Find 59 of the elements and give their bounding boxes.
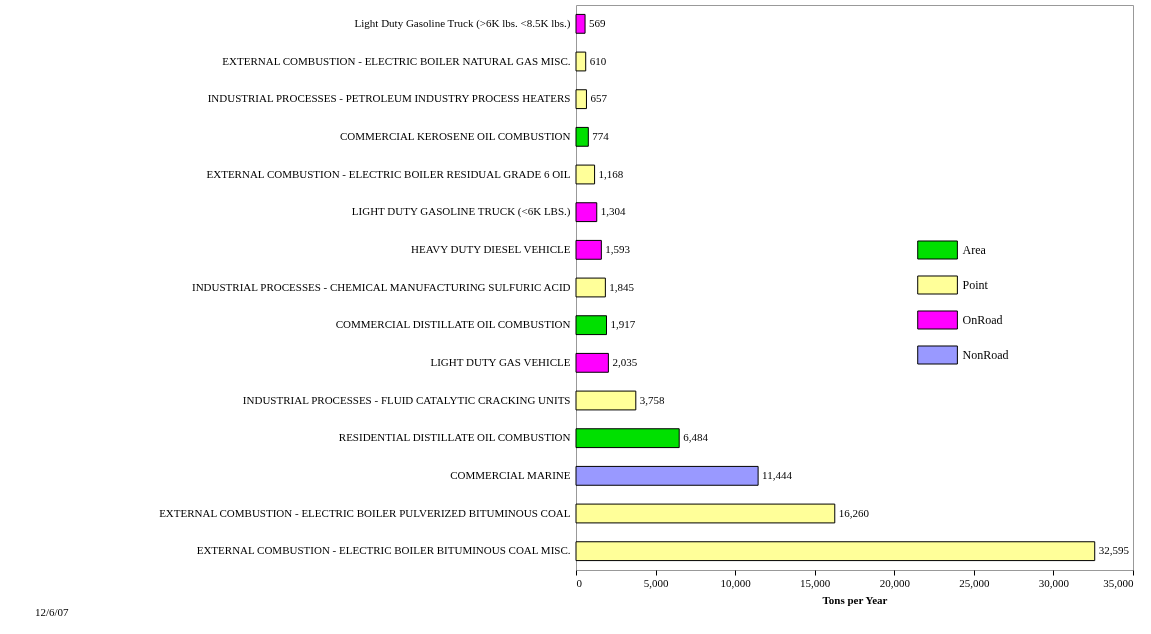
data-label: 1,845 [609,280,635,293]
bar [575,315,608,336]
data-label: 3,758 [639,393,666,406]
legend-label: OnRoad [962,313,1003,327]
bar [575,13,586,34]
text: 12/6/07 [35,606,69,618]
y-tick-label: RESIDENTIAL DISTILLATE OIL COMBUSTION [338,431,571,444]
y-tick-label: EXTERNAL COMBUSTION - ELECTRIC BOILER RESIDUAL GRADE 6 OIL [206,167,571,180]
bar [575,277,606,298]
x-tick-label: 10,000 [720,576,752,589]
y-tick-label: EXTERNAL COMBUSTION - ELECTRIC BOILER BITUMINOUS COAL MISC. [196,544,571,557]
data-label: 1,593 [605,242,631,255]
y-tick-label: INDUSTRIAL PROCESSES - CHEMICAL MANUFACTURING SULFURIC ACID [191,280,571,293]
bar [575,465,759,486]
x-tick-label: 0 [576,576,583,589]
data-label: 569 [589,16,607,29]
data-label: 657 [590,92,608,105]
bar [575,126,589,147]
x-tick-label: 15,000 [800,576,831,589]
bar [575,239,602,260]
y-tick-label: COMMERCIAL KEROSENE OIL COMBUSTION [340,129,571,142]
data-label: 1,917 [610,318,636,331]
data-label: 774 [592,129,610,142]
bar [575,428,680,449]
y-tick-label: LIGHT DUTY GAS VEHICLE [430,355,571,368]
x-tick-label: 25,000 [959,576,990,589]
legend-label: Point [962,278,989,292]
bar [575,352,609,373]
bar [575,541,1096,562]
legend-label: Area [962,243,987,257]
data-label: 610 [589,54,607,67]
x-tick-label: 30,000 [1038,576,1070,589]
x-tick-label: 35,000 [1103,576,1134,589]
data-label: 16,260 [838,506,870,519]
y-tick-label: EXTERNAL COMBUSTION - ELECTRIC BOILER PULVERIZED BITUMINOUS COAL [159,506,571,519]
y-tick-label: INDUSTRIAL PROCESSES - PETROLEUM INDUSTRY PROCESS HEATERS [207,92,571,105]
x-tick-label: 5,000 [643,576,669,589]
bar [575,390,637,411]
y-tick-label: HEAVY DUTY DIESEL VEHICLE [411,242,571,255]
bar [575,89,587,110]
legend-label: NonRoad [962,348,1009,362]
y-tick-label: EXTERNAL COMBUSTION - ELECTRIC BOILER NATURAL GAS MISC. [222,54,571,67]
data-label: 32,595 [1098,544,1130,557]
y-tick-label: COMMERCIAL MARINE [450,468,571,481]
data-label: 1,168 [598,167,624,180]
data-label: 2,035 [612,355,638,368]
bar [575,51,587,72]
bar [575,164,596,185]
bar [575,503,836,524]
y-tick-label: LIGHT DUTY GASOLINE TRUCK (<6K LBS.) [351,205,571,219]
data-label: 1,304 [600,205,626,218]
y-tick-label: INDUSTRIAL PROCESSES - FLUID CATALYTIC CRACKING UNITS [242,393,571,406]
bar [575,202,598,223]
x-tick-label: 20,000 [879,576,911,589]
y-tick-label: Light Duty Gasoline Truck (>6K lbs. <8.5K lbs.) [354,16,571,30]
y-tick-label: COMMERCIAL DISTILLATE OIL COMBUSTION [335,318,571,331]
data-label: 11,444 [762,468,793,481]
x-axis-title: Tons per Year [822,593,888,606]
data-label: 6,484 [683,431,709,444]
